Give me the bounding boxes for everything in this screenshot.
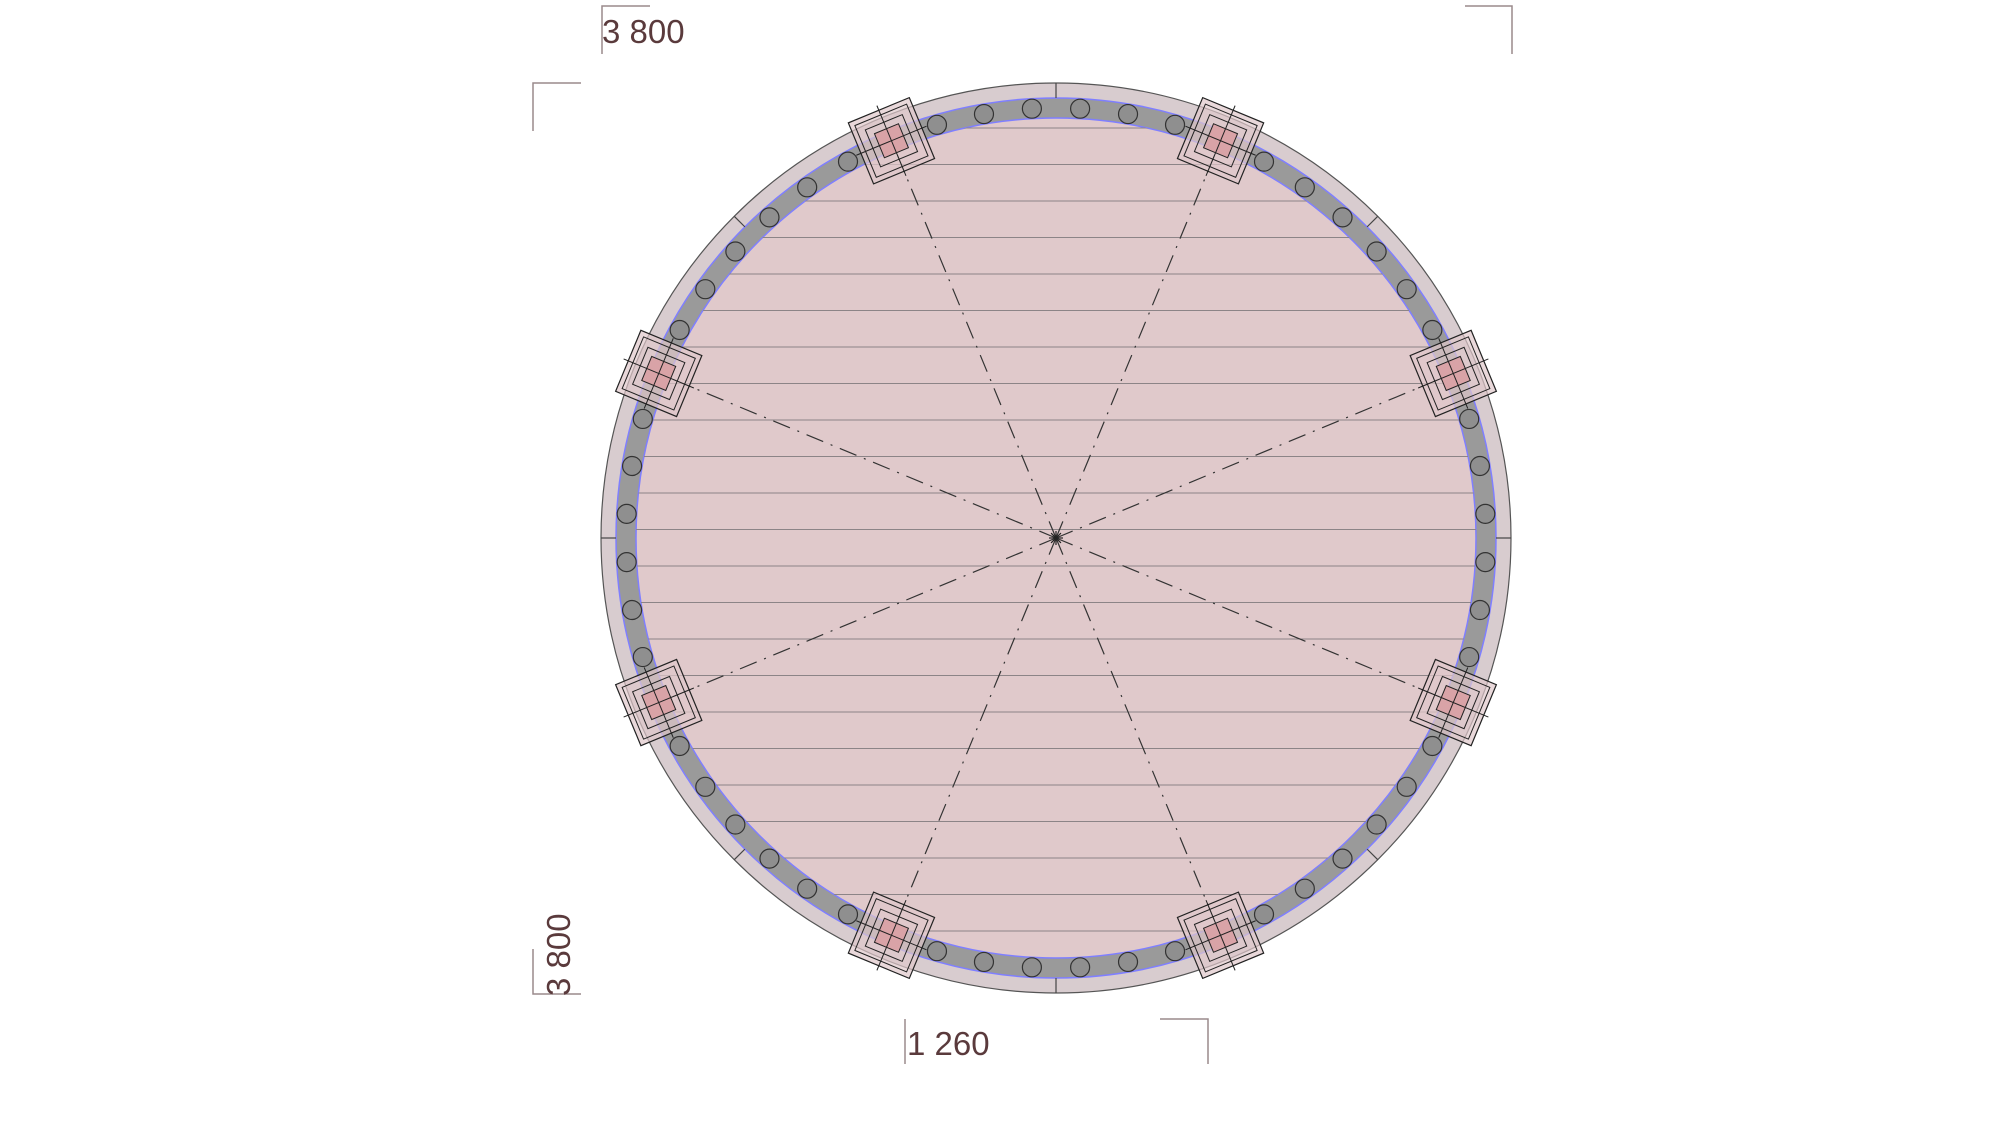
baluster [695, 279, 716, 300]
dim-label-bottom-span: 1 260 [907, 1025, 990, 1062]
baluster [621, 599, 643, 621]
dim-bracket-bottom-right [1160, 1018, 1209, 1064]
baluster [1164, 941, 1186, 962]
dim-bracket-left-top [532, 82, 581, 131]
baluster [759, 207, 780, 228]
baluster [1070, 98, 1091, 119]
post [847, 891, 936, 980]
baluster [1459, 646, 1480, 668]
baluster [1469, 455, 1491, 477]
post-axis [856, 920, 927, 951]
post-axis [1438, 338, 1469, 409]
baluster [1366, 241, 1387, 262]
dim-label-top-width: 3 800 [602, 13, 685, 50]
baluster [1164, 114, 1186, 135]
baluster [695, 776, 716, 797]
dim-bracket-left-bottom [532, 949, 581, 995]
baluster [1422, 319, 1443, 341]
center-mark [1050, 532, 1062, 544]
baluster [1117, 951, 1139, 973]
baluster [1475, 503, 1496, 524]
baluster [837, 904, 859, 925]
baluster [1332, 207, 1353, 228]
baluster [1396, 279, 1417, 300]
baluster [1117, 103, 1139, 125]
post [1409, 329, 1498, 418]
post-axis [856, 125, 927, 156]
dim-label-left-height: 3 800 [540, 913, 577, 996]
baluster [632, 646, 653, 668]
rim-tick [1366, 848, 1379, 861]
baluster [1422, 735, 1443, 757]
baluster [616, 552, 637, 573]
baluster [837, 151, 859, 172]
plan-drawing [600, 82, 1512, 994]
rim-tick [733, 215, 746, 228]
baluster [725, 814, 746, 835]
post [1176, 96, 1265, 185]
rim-tick [733, 848, 746, 861]
baluster [621, 455, 643, 477]
post-axis [643, 338, 674, 409]
post [1409, 658, 1498, 747]
baluster [1253, 151, 1275, 172]
dim-bracket-top-left [601, 5, 650, 54]
baluster [632, 408, 653, 430]
dim-bracket-top-right [1465, 5, 1513, 54]
post-axis [1185, 920, 1256, 951]
baluster [759, 848, 780, 869]
baluster [973, 951, 995, 973]
dimension-brackets [532, 5, 1513, 1064]
post-axis [1438, 667, 1469, 738]
baluster [926, 941, 948, 962]
rim-tick [1366, 215, 1379, 228]
baluster [1070, 957, 1091, 978]
baluster [669, 319, 690, 341]
baluster [797, 177, 818, 198]
baluster [797, 878, 818, 899]
baluster [1475, 552, 1496, 573]
baluster [1332, 848, 1353, 869]
baluster [1294, 177, 1315, 198]
post [1176, 891, 1265, 980]
baluster [973, 103, 995, 125]
baluster [1366, 814, 1387, 835]
post [614, 658, 703, 747]
baluster [1021, 98, 1042, 119]
baluster [616, 503, 637, 524]
post [614, 329, 703, 418]
baluster [1021, 957, 1042, 978]
post-axis [643, 667, 674, 738]
baluster [725, 241, 746, 262]
baluster [1396, 776, 1417, 797]
baluster [1253, 904, 1275, 925]
post-axis [1185, 125, 1256, 156]
baluster [669, 735, 690, 757]
baluster [1469, 599, 1491, 621]
post [847, 96, 936, 185]
baluster [1294, 878, 1315, 899]
baluster [926, 114, 948, 135]
baluster [1459, 408, 1480, 430]
